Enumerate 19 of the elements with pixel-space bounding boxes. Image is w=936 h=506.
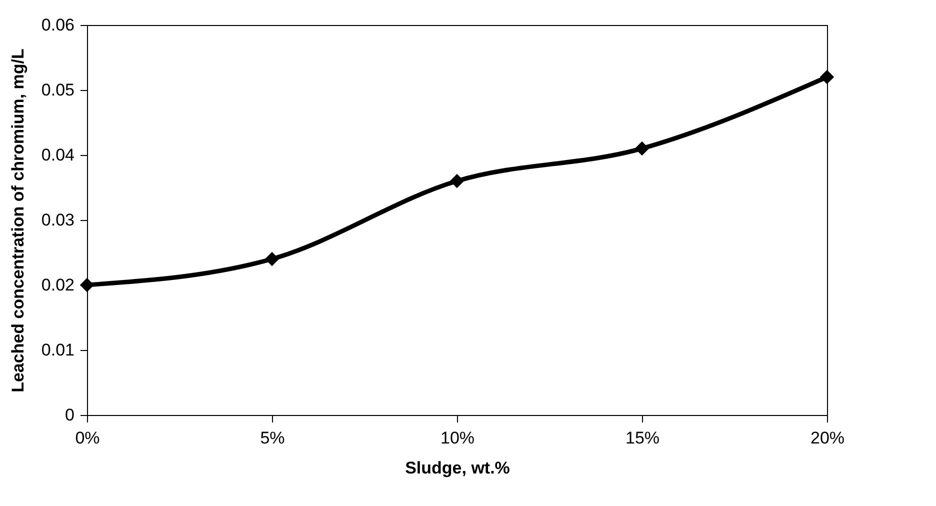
y-tick-label: 0.06	[41, 16, 74, 34]
y-tick-label: 0.04	[41, 146, 74, 164]
y-tick-label: 0	[65, 406, 74, 424]
y-tick-label: 0.01	[41, 340, 74, 360]
point	[264, 252, 280, 266]
point	[80, 278, 94, 292]
x-tick-label: 10%	[440, 428, 475, 448]
point	[634, 141, 650, 156]
y-tick-label: 0.03	[41, 210, 74, 230]
x-tick-label: 15%	[625, 428, 660, 448]
y-tick-label: 0.02	[41, 276, 74, 294]
x-tick-label: 20%	[810, 428, 845, 448]
x-tick-label: 5%	[260, 428, 285, 448]
point	[450, 174, 464, 188]
x-axis-title: Sludge, wt.%	[405, 458, 510, 478]
y-tick-label: 0.05	[41, 80, 74, 100]
point	[820, 70, 834, 84]
y-axis-title: Leached concentration of chromium, mg/L	[8, 48, 28, 392]
x-tick-label: 0%	[75, 428, 100, 448]
